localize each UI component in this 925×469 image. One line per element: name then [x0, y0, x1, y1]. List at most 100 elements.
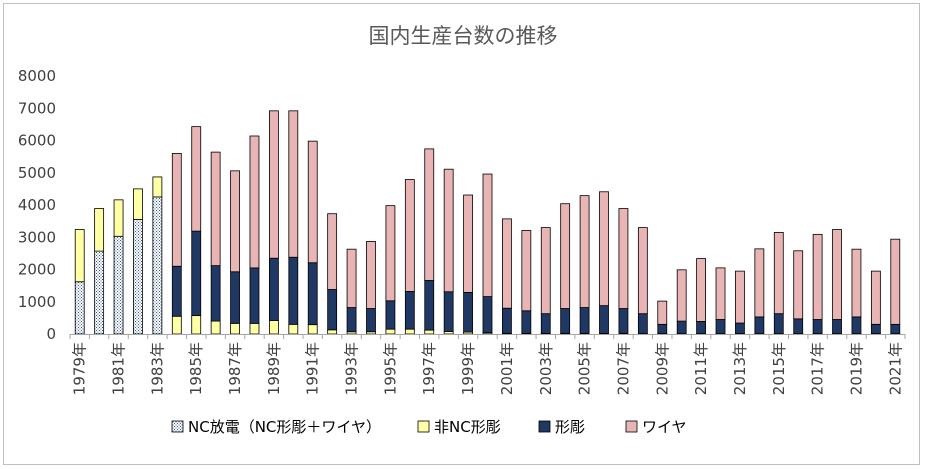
bar-segment-4-2019年 [851, 248, 862, 318]
bar-segment-3-2004年 [560, 308, 571, 334]
y-tick-label: 4000 [18, 196, 56, 214]
bar-segment-3-2009年 [657, 323, 668, 335]
bar-segment-2-1991年 [307, 324, 318, 335]
bar-segment-4-1992年 [327, 213, 338, 290]
bar-segment-3-2013年 [735, 322, 745, 335]
bar-segment-2-1989年 [268, 320, 279, 335]
bar-segment-4-1997年 [424, 148, 435, 281]
bar-segment-3-1990年 [288, 256, 299, 325]
x-tick-label: 2019年 [847, 342, 865, 395]
bar-segment-4-2015年 [773, 232, 784, 315]
bar-segment-3-2014年 [754, 316, 765, 335]
bar-segment-3-1996年 [404, 291, 415, 330]
bar-segment-1-1979年 [74, 281, 85, 335]
legend-swatch-3 [538, 420, 551, 433]
x-tick-label: 2015年 [770, 342, 788, 395]
x-tick-label: 1993年 [343, 342, 361, 395]
bar-segment-2-1986年 [210, 320, 221, 335]
bar-segment-3-1989年 [268, 257, 279, 321]
x-tick-label: 1999年 [459, 342, 477, 395]
x-tick-label: 2021年 [886, 342, 904, 395]
bar-segment-4-1994年 [366, 241, 376, 309]
bar-segment-4-1989年 [268, 110, 279, 259]
bar-segment-3-2000年 [482, 296, 493, 334]
bar-segment-3-1987年 [230, 271, 240, 324]
x-tick-label: 2001年 [498, 342, 516, 395]
bar-segment-3-2005年 [579, 307, 590, 334]
bar-segment-4-2003年 [540, 227, 551, 315]
x-tick-label: 1991年 [304, 342, 322, 395]
bar-segment-2-1988年 [249, 322, 260, 335]
bar-segment-4-2004年 [560, 203, 571, 309]
bar-segment-4-2012年 [715, 267, 726, 320]
x-tick-label: 1997年 [420, 342, 438, 395]
bar-segment-1-1981年 [113, 235, 124, 335]
x-tick-label: 1983年 [148, 342, 166, 395]
bar-segment-3-2003年 [540, 313, 551, 334]
chart-title: 国内生産台数の推移 [369, 24, 558, 48]
bar-segment-4-2005年 [579, 195, 590, 308]
bar-segment-4-1998年 [443, 168, 454, 293]
bar-segment-1-1982年 [133, 219, 143, 335]
y-axis: 0 1000 2000 3000 4000 5000 6000 7000 8000 [18, 67, 56, 343]
bar-segment-3-1999年 [463, 291, 473, 333]
bar-segment-2-1982年 [133, 188, 143, 220]
bar-segment-3-2001年 [502, 307, 512, 334]
bar-segment-3-1991年 [307, 262, 318, 326]
bar-segment-1-1983年 [152, 196, 163, 335]
legend-swatch-4 [625, 420, 638, 433]
bar-segment-4-2006年 [599, 191, 609, 307]
bar-segment-3-1985年 [191, 230, 202, 317]
x-tick-label: 2013年 [731, 342, 749, 395]
bar-segment-4-1993年 [346, 248, 357, 308]
bar-segment-2-1997年 [424, 329, 435, 335]
bar-segment-4-2020年 [870, 270, 881, 325]
legend-label-3: 形彫 [555, 418, 585, 436]
bar-segment-3-2020年 [870, 323, 881, 335]
bar-segment-2-1985年 [191, 315, 202, 335]
bar-segment-4-1984年 [171, 152, 182, 267]
bar-segment-3-1997年 [424, 280, 435, 331]
bar-segment-4-1999年 [463, 194, 473, 293]
bar-segment-4-1985年 [191, 126, 202, 232]
bar-segment-4-1996年 [404, 179, 415, 292]
bar-segment-4-2018年 [832, 229, 842, 320]
legend-label-2: 非NC形彫 [434, 418, 501, 436]
x-tick-label: 1995年 [381, 342, 399, 395]
legend-swatch-2 [417, 420, 430, 433]
bar-segment-3-1992年 [327, 289, 338, 331]
bar-segment-3-1984年 [171, 265, 182, 317]
bar-segment-3-2002年 [521, 310, 532, 334]
legend: NC放電（NC形彫＋ワイヤ） 非NC形彫 形彫 ワイヤ [171, 418, 687, 436]
x-tick-label: 1979年 [71, 342, 89, 395]
bar-segment-2-1990年 [288, 323, 299, 335]
bar-segment-3-2015年 [773, 313, 784, 335]
bar-segment-2-1981年 [113, 199, 124, 237]
bar-segment-3-2010年 [676, 320, 687, 335]
bar-segment-2-1984年 [171, 315, 182, 335]
y-tick-label: 8000 [18, 67, 56, 85]
bar-segment-4-2010年 [676, 269, 687, 322]
bar-segment-4-1990年 [288, 110, 299, 258]
y-tick-label: 7000 [18, 99, 56, 117]
bar-segment-3-1998年 [443, 291, 454, 332]
x-tick-label: 2005年 [576, 342, 594, 395]
bar-segment-2-1987年 [230, 322, 240, 335]
legend-swatch-1 [171, 420, 184, 433]
x-tick-label: 2009年 [653, 342, 671, 395]
bar-segment-2-1995年 [385, 328, 396, 335]
bar-segment-3-1995年 [385, 300, 396, 330]
bar-segment-3-2007年 [618, 308, 629, 334]
bar-segment-4-2002年 [521, 230, 532, 312]
bar-segment-1-1980年 [94, 250, 105, 335]
bar-segment-2-1979年 [74, 229, 85, 283]
bar-segment-3-2012年 [715, 319, 726, 335]
bar-segment-3-1986年 [210, 265, 221, 322]
bar-segment-4-2001年 [502, 218, 512, 309]
bar-segment-2-1983年 [152, 176, 163, 198]
x-tick-label: 1985年 [187, 342, 205, 395]
x-tick-label: 2017年 [809, 342, 827, 395]
x-tick-label: 1989年 [265, 342, 283, 395]
bar-segment-3-2011年 [696, 321, 706, 335]
